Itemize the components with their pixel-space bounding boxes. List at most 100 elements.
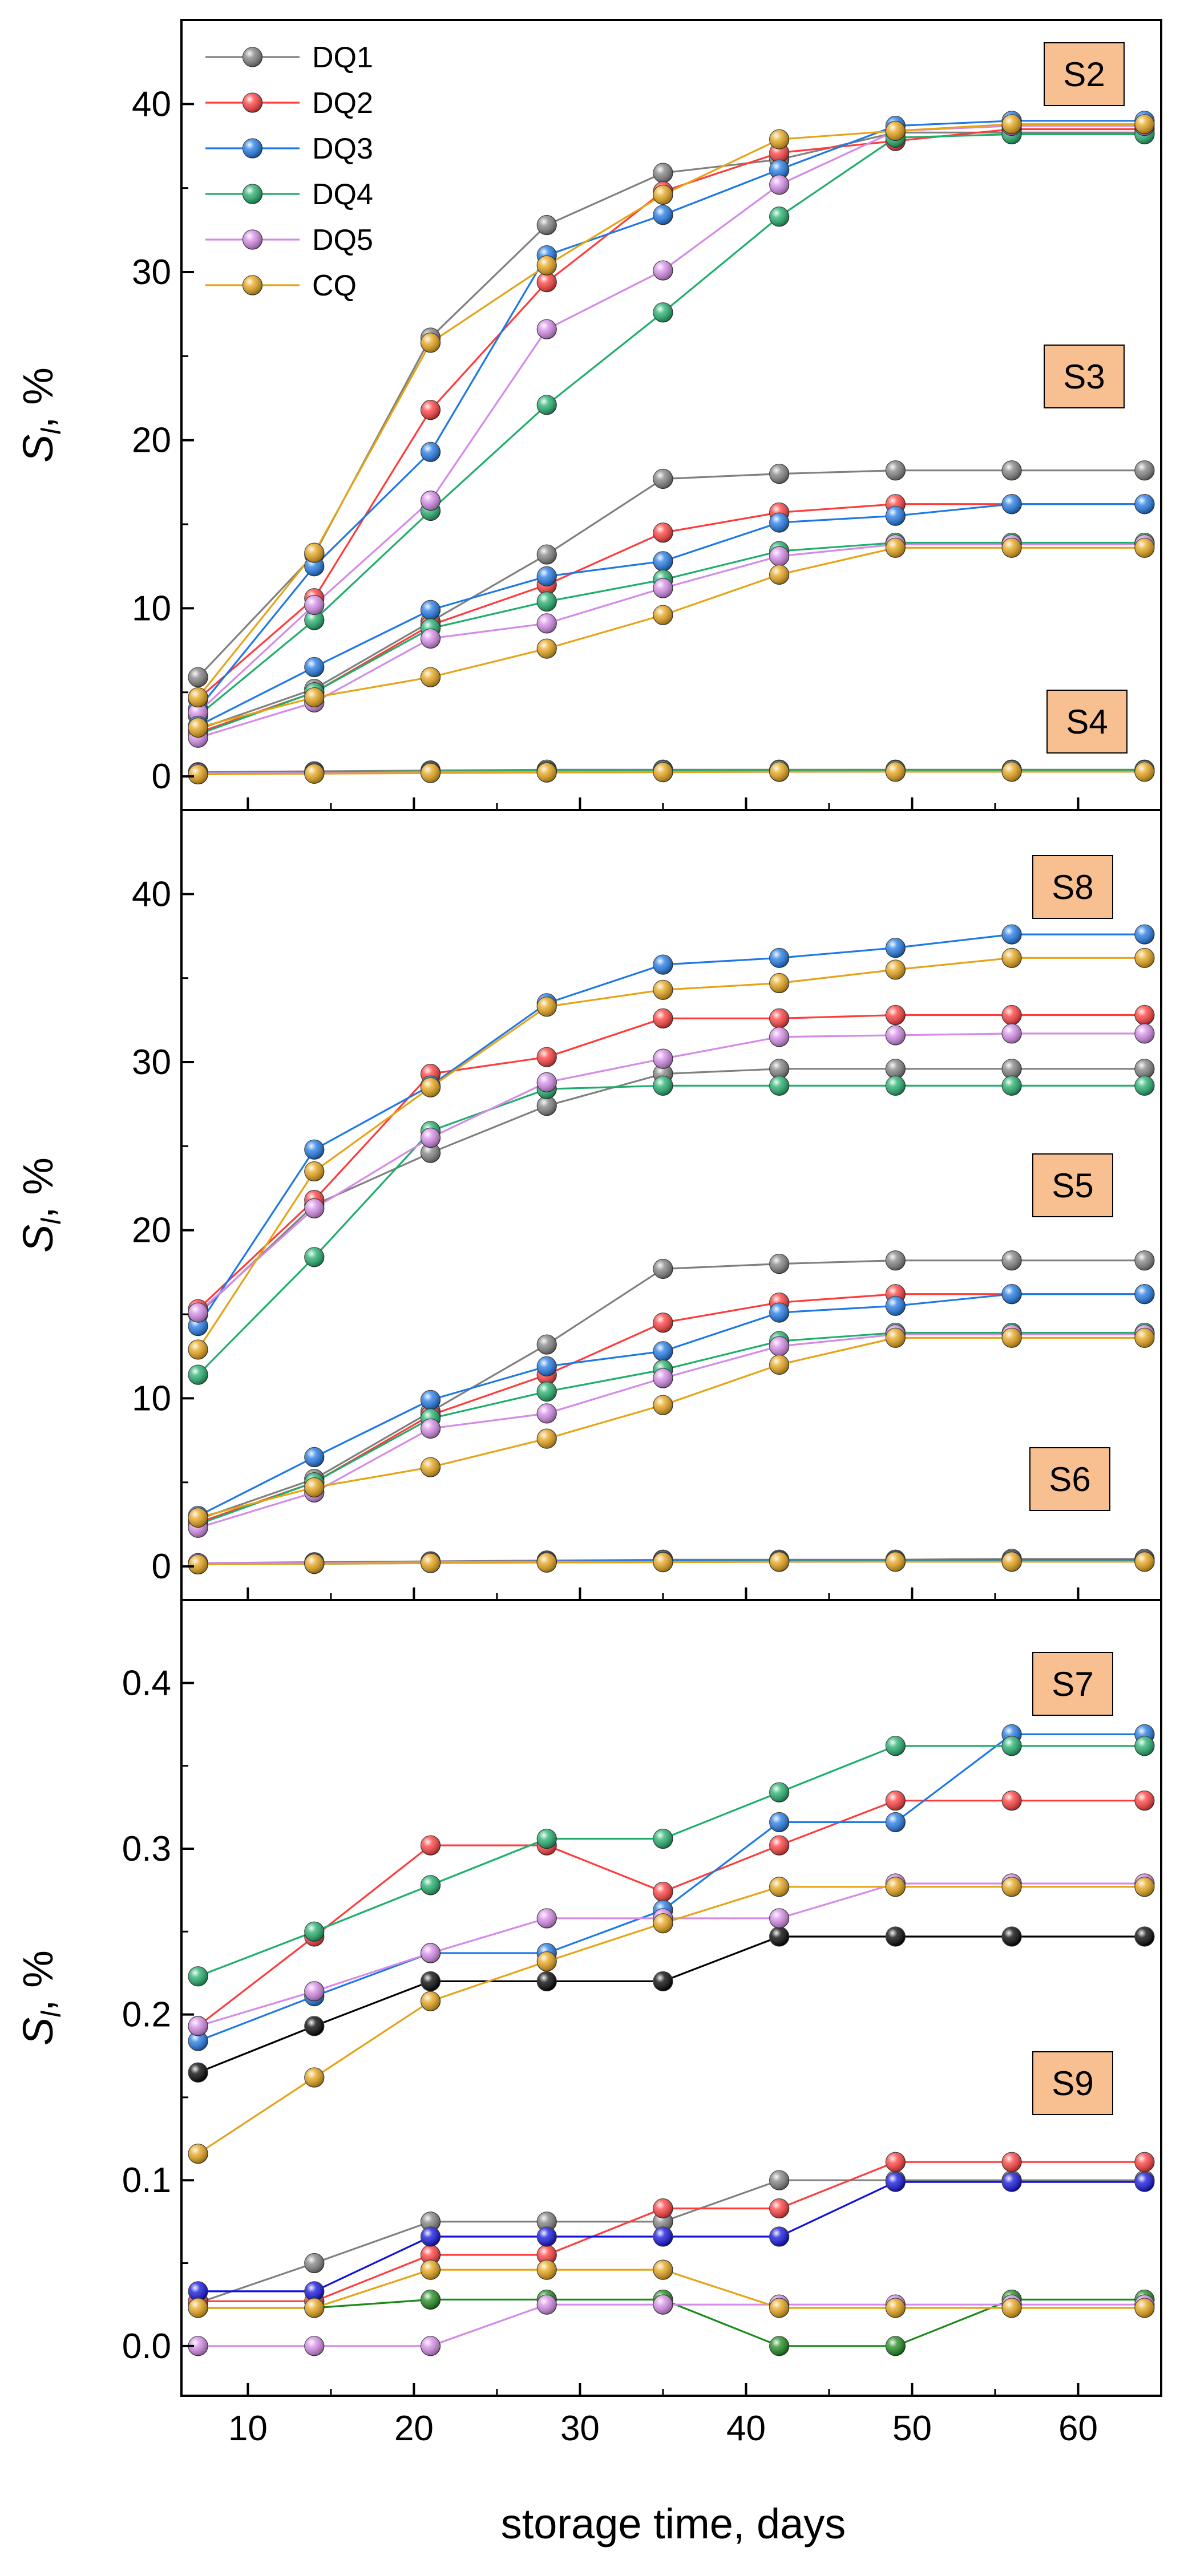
data-point-middle-s6-cq-3 [536,1552,557,1573]
data-point-middle-s8-cq-0 [188,1339,208,1360]
y-tick-label-top-1: 10 [132,589,171,628]
data-point-middle-s8-dq5-3 [536,1072,557,1092]
series-line-top-s3-dq5 [197,543,1145,739]
data-point-top-s3-dq1-7 [1001,460,1022,481]
data-point-middle-s5-dq1-6 [885,1250,906,1271]
data-point-middle-s8-dq3-6 [885,938,906,958]
data-point-top-s3-dq4-3 [536,591,557,612]
data-point-bottom-s7-cq-4 [653,1913,673,1934]
data-point-middle-s6-cq-0 [188,1554,208,1575]
data-point-bottom-s9-cq-3 [536,2259,557,2280]
data-point-bottom-s7-dq2-6 [885,1791,906,1811]
data-point-top-s3-dq3-2 [420,600,441,620]
data-point-bottom-s9-dq5-4 [653,2294,673,2315]
data-point-bottom-s7-dq1-5 [769,1926,790,1947]
data-point-bottom-s9-dq5-2 [420,2336,441,2356]
x-axis-title: storage time, days [501,2500,846,2547]
data-point-top-s3-dq3-5 [769,512,790,533]
y-tick-label-middle-2: 20 [132,1211,171,1250]
data-point-middle-s8-dq5-7 [1001,1023,1022,1044]
data-point-top-s4-cq-2 [420,763,441,783]
data-point-bottom-s9-cq-8 [1134,2298,1155,2318]
data-point-middle-s6-cq-7 [1001,1552,1022,1572]
data-point-top-s3-dq3-4 [653,551,673,572]
series-line-top-s3-dq4 [197,541,1145,735]
data-point-top-s2-dq5-4 [653,260,673,281]
data-point-top-s3-cq-4 [653,605,673,625]
data-point-middle-s8-dq2-7 [1001,1005,1022,1026]
data-point-bottom-s9-dq5-1 [304,2336,325,2356]
data-point-bottom-s7-dq3-0 [188,2031,208,2051]
data-point-middle-s5-dq3-5 [769,1302,790,1323]
data-point-middle-s8-dq3-4 [653,954,673,975]
data-point-bottom-s9-cq-7 [1001,2298,1022,2318]
data-point-bottom-s7-dq1-2 [420,1971,441,1992]
data-point-bottom-s7-cq-6 [885,1877,906,1897]
legend-entry-dq2: DQ2 [205,87,373,120]
data-point-top-s2-dq4-4 [653,302,673,323]
data-point-bottom-s7-dq1-0 [188,2062,208,2083]
legend-label-dq3: DQ3 [312,132,373,165]
data-point-bottom-s9-dq2-8 [1134,2152,1155,2172]
data-point-middle-s5-dq3-1 [304,1447,325,1468]
data-point-bottom-s9-dq3-6 [885,2172,906,2192]
y-axis-unit: , % [14,1950,62,2011]
data-point-middle-s8-dq5-2 [420,1128,441,1148]
data-point-middle-s8-dq3-1 [304,1139,325,1160]
data-point-bottom-s9-dq3-2 [420,2226,441,2247]
y-tick-label-bottom-2: 0.2 [122,1995,171,2035]
data-point-middle-s8-dq1-3 [536,1096,557,1116]
data-point-top-s3-dq1-8 [1134,460,1155,481]
data-point-top-s3-dq3-6 [885,505,906,526]
data-point-middle-s8-dq4-1 [304,1247,325,1267]
tag-s4: S4 [1046,690,1128,754]
data-point-middle-s5-dq1-4 [653,1258,673,1279]
x-tick-label-5: 60 [1058,2409,1098,2448]
data-point-bottom-s9-dq2-6 [885,2152,906,2172]
legend-entry-dq1: DQ1 [205,41,373,74]
y-axis-subscript: l [37,1218,67,1225]
data-point-top-s2-dq4-3 [536,395,557,415]
data-point-bottom-s7-dq4-3 [536,1828,557,1849]
y-axis-title-middle: Sl, % [14,1157,67,1253]
data-point-top-s3-dq5-3 [536,613,557,634]
data-point-middle-s5-dq3-6 [885,1295,906,1316]
data-point-top-s2-cq-6 [885,120,906,141]
data-point-bottom-s7-dq2-8 [1134,1791,1155,1811]
data-point-top-s3-cq-2 [420,667,441,687]
data-point-middle-s8-dq4-5 [769,1075,790,1096]
data-point-middle-s6-cq-4 [653,1552,673,1573]
series-line-middle-s5-dq4 [197,1331,1145,1525]
data-point-middle-s5-cq-3 [536,1428,557,1449]
y-axis-symbol: S [14,1225,62,1253]
series-line-bottom-s7-dq1 [197,1935,1145,2073]
data-point-middle-s8-cq-1 [304,1161,325,1182]
series-line-bottom-s7-dq4 [197,1745,1145,1978]
data-point-bottom-s9-dq3-4 [653,2226,673,2247]
data-point-bottom-s7-dq1-7 [1001,1926,1022,1947]
y-axis-unit: , % [14,367,62,428]
data-point-middle-s5-cq-1 [304,1477,325,1498]
data-point-middle-s5-dq2-4 [653,1313,673,1333]
x-tick-label-4: 50 [892,2409,932,2448]
data-point-middle-s8-dq5-6 [885,1025,906,1046]
data-point-top-s2-cq-4 [653,184,673,205]
legend-entry-dq3: DQ3 [205,132,373,165]
data-point-top-s3-dq5-2 [420,628,441,649]
data-point-top-s4-cq-3 [536,762,557,783]
y-tick-label-bottom-4: 0.4 [122,1663,171,1703]
data-point-top-s3-dq1-5 [769,464,790,484]
data-point-middle-s5-dq5-5 [769,1336,790,1356]
data-point-top-s2-dq5-1 [304,594,325,615]
y-tick-label-middle-0: 0 [152,1547,171,1586]
data-point-top-s4-cq-6 [885,762,906,782]
y-axis-unit: , % [14,1157,62,1218]
data-point-top-s3-dq5-4 [653,578,673,598]
data-point-middle-s5-dq3-2 [420,1390,441,1410]
series-line-middle-s8-dq1 [197,1068,1145,1315]
data-point-middle-s8-dq3-7 [1001,924,1022,945]
data-point-middle-s6-cq-1 [304,1553,325,1574]
data-point-middle-s8-dq1-7 [1001,1059,1022,1079]
data-point-middle-s5-cq-8 [1134,1327,1155,1348]
y-tick-label-middle-1: 10 [132,1379,171,1418]
